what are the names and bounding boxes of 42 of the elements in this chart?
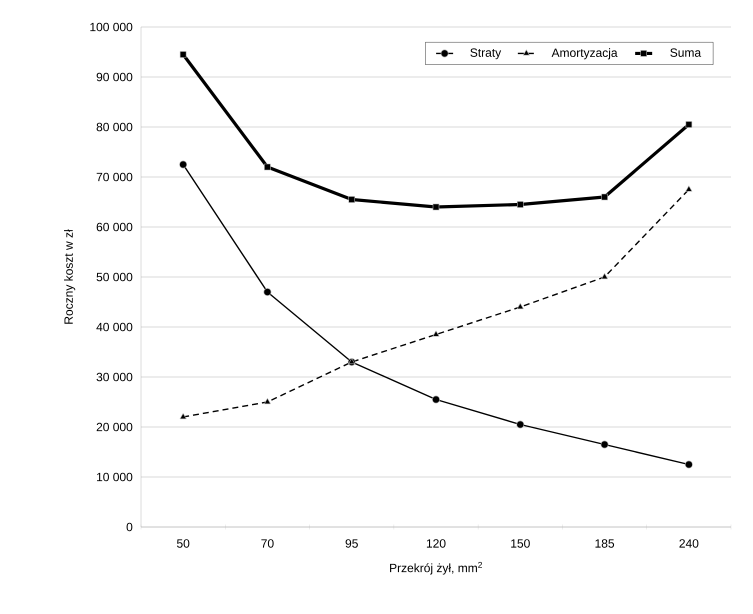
x-tick-label: 240 <box>679 539 698 548</box>
point <box>684 460 693 468</box>
y-tick-label: 90 000 <box>96 72 132 82</box>
point <box>180 51 186 58</box>
y-tick-label: 60 000 <box>96 222 132 232</box>
point <box>601 273 608 280</box>
legend-label: Suma <box>670 48 702 57</box>
point <box>264 164 271 170</box>
point <box>600 440 608 448</box>
point <box>348 196 356 203</box>
point <box>601 194 608 200</box>
point <box>180 413 187 420</box>
legend-label: Straty <box>470 48 502 60</box>
point <box>516 303 524 310</box>
y-tick-label: 40 000 <box>96 322 132 332</box>
x-tick-label: 120 <box>426 539 446 548</box>
y-tick-label: 30 000 <box>96 372 132 382</box>
legend-label: Amortyzacja <box>552 48 618 60</box>
y-tick-label: 80 000 <box>96 122 132 132</box>
point <box>516 420 524 428</box>
y-tick-label: 20 000 <box>96 422 132 432</box>
point <box>685 186 692 192</box>
y-tick-label: 10 000 <box>97 472 132 482</box>
y-tick-label: 100 000 <box>90 22 132 32</box>
x-tick-label: 70 <box>261 539 274 548</box>
x-axis-title: Przekrój żył, mm$^{2}$ <box>390 562 482 575</box>
y-axis-title: Roczny koszt w zł <box>64 229 76 324</box>
point <box>516 201 524 208</box>
point <box>264 288 272 296</box>
x-tick-label: 185 <box>595 539 614 548</box>
point <box>432 396 440 404</box>
point <box>686 121 692 128</box>
point <box>432 330 440 337</box>
y-tick-label: 50 000 <box>96 272 132 282</box>
y-tick-label: 0 <box>126 522 132 532</box>
point <box>264 398 271 404</box>
point <box>432 204 440 210</box>
x-tick-label: 95 <box>346 539 358 548</box>
x-tick-label: 50 <box>176 539 190 548</box>
point <box>179 160 188 168</box>
x-tick-label: 150 <box>511 539 530 548</box>
y-tick-label: 70 000 <box>96 172 132 182</box>
